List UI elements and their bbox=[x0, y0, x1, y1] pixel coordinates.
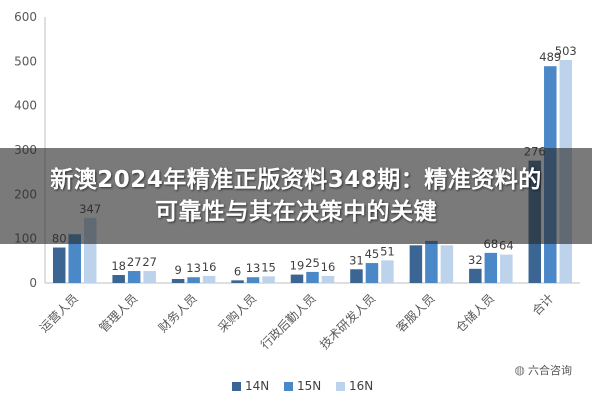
bar bbox=[425, 240, 438, 283]
data-label: 27 bbox=[142, 255, 157, 269]
data-label: 27 bbox=[127, 255, 142, 269]
bar bbox=[112, 275, 125, 283]
overlay-banner: 新澳2024年精准正版资料348期：精准资料的可靠性与其在决策中的关键 bbox=[0, 148, 592, 244]
legend-label: 16N bbox=[349, 379, 373, 393]
banner-title: 新澳2024年精准正版资料348期：精准资料的可靠性与其在决策中的关键 bbox=[50, 167, 542, 225]
data-label: 13 bbox=[186, 261, 201, 275]
y-tick-label: 500 bbox=[14, 54, 37, 68]
data-label: 503 bbox=[555, 44, 577, 58]
legend-label: 14N bbox=[245, 379, 269, 393]
watermark-text: 六合咨询 bbox=[528, 364, 572, 377]
y-tick-label: 400 bbox=[14, 99, 37, 113]
data-label: 13 bbox=[246, 261, 261, 275]
x-tick-label: 财务人员 bbox=[155, 291, 200, 336]
x-tick-label: 仓储人员 bbox=[452, 291, 497, 336]
data-label: 9 bbox=[174, 263, 181, 277]
bar bbox=[290, 274, 304, 283]
data-label: 16 bbox=[321, 260, 336, 274]
bar bbox=[202, 275, 216, 283]
bar bbox=[440, 245, 454, 283]
bar bbox=[365, 263, 379, 283]
bar bbox=[500, 254, 513, 283]
bar bbox=[52, 247, 66, 283]
legend-label: 15N bbox=[297, 379, 321, 393]
x-tick-label: 合计 bbox=[529, 291, 557, 319]
data-label: 15 bbox=[261, 260, 276, 274]
bar bbox=[187, 277, 200, 283]
data-label: 31 bbox=[349, 253, 364, 267]
data-label: 19 bbox=[290, 259, 305, 273]
x-tick-label: 采购人员 bbox=[215, 291, 260, 336]
y-tick-label: 600 bbox=[14, 10, 37, 24]
bar bbox=[321, 275, 335, 283]
x-tick-label: 技术研发人员 bbox=[317, 291, 379, 353]
y-tick-label: 0 bbox=[29, 276, 37, 290]
bar bbox=[68, 234, 81, 283]
x-tick-label: 客服人员 bbox=[393, 291, 438, 336]
bar bbox=[469, 268, 482, 283]
legend-swatch bbox=[284, 382, 293, 391]
watermark: ◍ 六合咨询 bbox=[515, 362, 572, 378]
bar bbox=[246, 277, 260, 283]
bar bbox=[381, 260, 394, 283]
data-label: 6 bbox=[234, 264, 241, 278]
bar bbox=[484, 252, 498, 283]
bar bbox=[306, 271, 319, 283]
x-tick-label: 运营人员 bbox=[37, 291, 81, 335]
data-label: 45 bbox=[365, 247, 380, 261]
data-label: 18 bbox=[111, 259, 126, 273]
bar bbox=[409, 245, 423, 283]
bar bbox=[262, 276, 275, 283]
data-label: 16 bbox=[202, 260, 217, 274]
chart-legend: 14N 15N 16N bbox=[232, 379, 373, 393]
bar bbox=[231, 280, 244, 283]
data-label: 32 bbox=[468, 253, 483, 267]
data-label: 489 bbox=[539, 50, 561, 64]
legend-swatch bbox=[232, 382, 241, 391]
data-label: 25 bbox=[305, 256, 320, 270]
bar bbox=[350, 269, 363, 283]
x-tick-label: 行政后勤人员 bbox=[258, 291, 319, 352]
legend-swatch bbox=[336, 382, 345, 391]
data-label: 51 bbox=[380, 244, 395, 258]
bar bbox=[171, 279, 185, 283]
wechat-icon: ◍ bbox=[514, 363, 525, 377]
bar bbox=[127, 271, 141, 283]
x-tick-label: 管理人员 bbox=[96, 291, 141, 336]
bar bbox=[143, 271, 156, 283]
